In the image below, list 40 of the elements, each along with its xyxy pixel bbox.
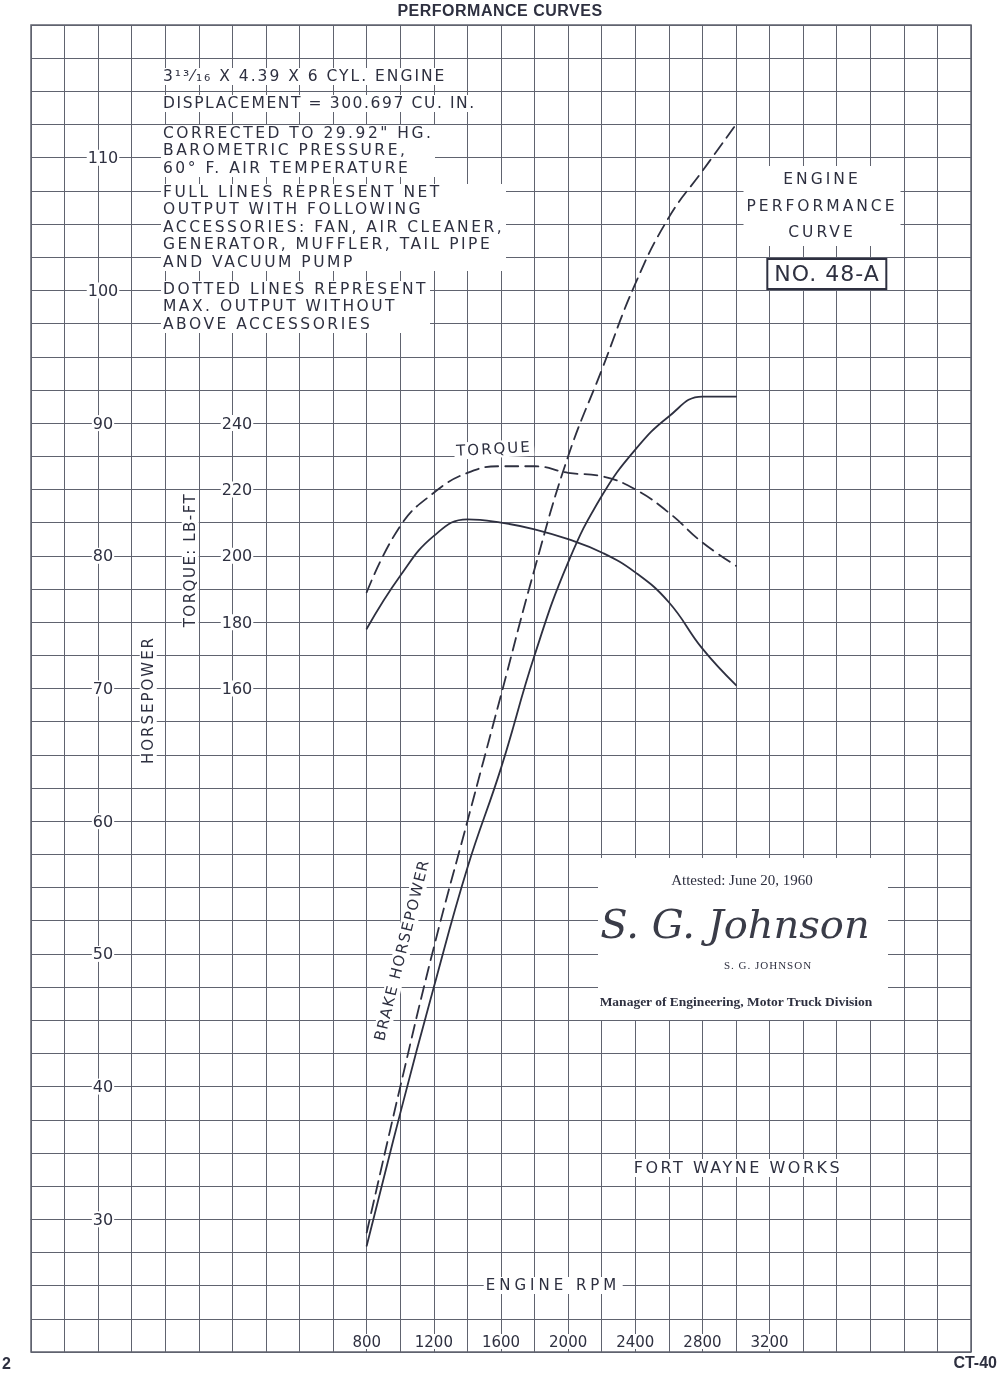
x-tick-label: 2800 [683, 1332, 722, 1351]
y-tick-label: 60 [92, 811, 114, 831]
annotation: TORQUE [453, 437, 535, 460]
annotation: FULL LINES REPRESENT NET OUTPUT WITH FOLLOWING ACCESSORIES: FAN, AIR CLEANER, GENERATOR, MUFFLER, TAIL PIPE AND VACUUM PUMP [161, 183, 507, 272]
annotation: DOTTED LINES REPRESENT MAX. OUTPUT WITHOUT ABOVE ACCESSORIES [161, 280, 430, 334]
y-tick-label: 70 [92, 679, 114, 698]
y-tick-label: 30 [92, 1209, 114, 1229]
annotation: CORRECTED TO 29.92" HG. BAROMETRIC PRESSURE, 60° F. AIR TEMPERATURE [161, 124, 436, 178]
y2-tick-label: 160 [221, 679, 253, 698]
x-tick-label: 1200 [414, 1332, 453, 1351]
annotation: FORT WAYNE WORKS [631, 1158, 845, 1177]
annotation: NO. 48-A [766, 258, 888, 291]
text: CT-40 [953, 1354, 997, 1372]
annotation: S. G. Johnson [600, 901, 870, 947]
annotation: S. G. JOHNSON [723, 959, 813, 972]
y2-tick-label: 200 [221, 546, 253, 566]
y-tick-label: 40 [92, 1077, 114, 1097]
y-tick-label: 100 [87, 280, 119, 300]
x-tick-label: 3200 [750, 1332, 789, 1351]
annotation: Manager of Engineering, Motor Truck Division [599, 994, 873, 1010]
chart-title: PERFORMANCE CURVES [397, 2, 603, 20]
y2-tick-label: 220 [221, 479, 253, 499]
annotation: DISPLACEMENT = 300.697 CU. IN. [161, 94, 478, 113]
annotation: 3¹³⁄₁₆ X 4.39 X 6 CYL. ENGINE [161, 67, 449, 86]
x-tick-label: 1600 [481, 1332, 521, 1351]
annotation: ENGINE PERFORMANCE CURVE [743, 166, 901, 246]
annotation: Attested: June 20, 1960 [671, 872, 813, 889]
x-tick-label: 2400 [616, 1332, 655, 1351]
y2-tick-label: 240 [221, 413, 253, 433]
x-axis-title: ENGINE RPM [483, 1276, 623, 1294]
x-tick-label: 800 [352, 1332, 382, 1351]
y-tick-label: 50 [92, 944, 114, 964]
text: 2 [2, 1355, 11, 1373]
y-tick-label: 90 [92, 413, 114, 433]
y2-axis-title: TORQUE: LB-FT [180, 490, 199, 630]
y-tick-label: 80 [92, 546, 114, 566]
y-axis-title: HORSEPOWER [138, 633, 157, 767]
x-tick-label: 2000 [549, 1332, 588, 1351]
y2-tick-label: 180 [221, 612, 253, 632]
y-tick-label: 110 [87, 148, 119, 168]
